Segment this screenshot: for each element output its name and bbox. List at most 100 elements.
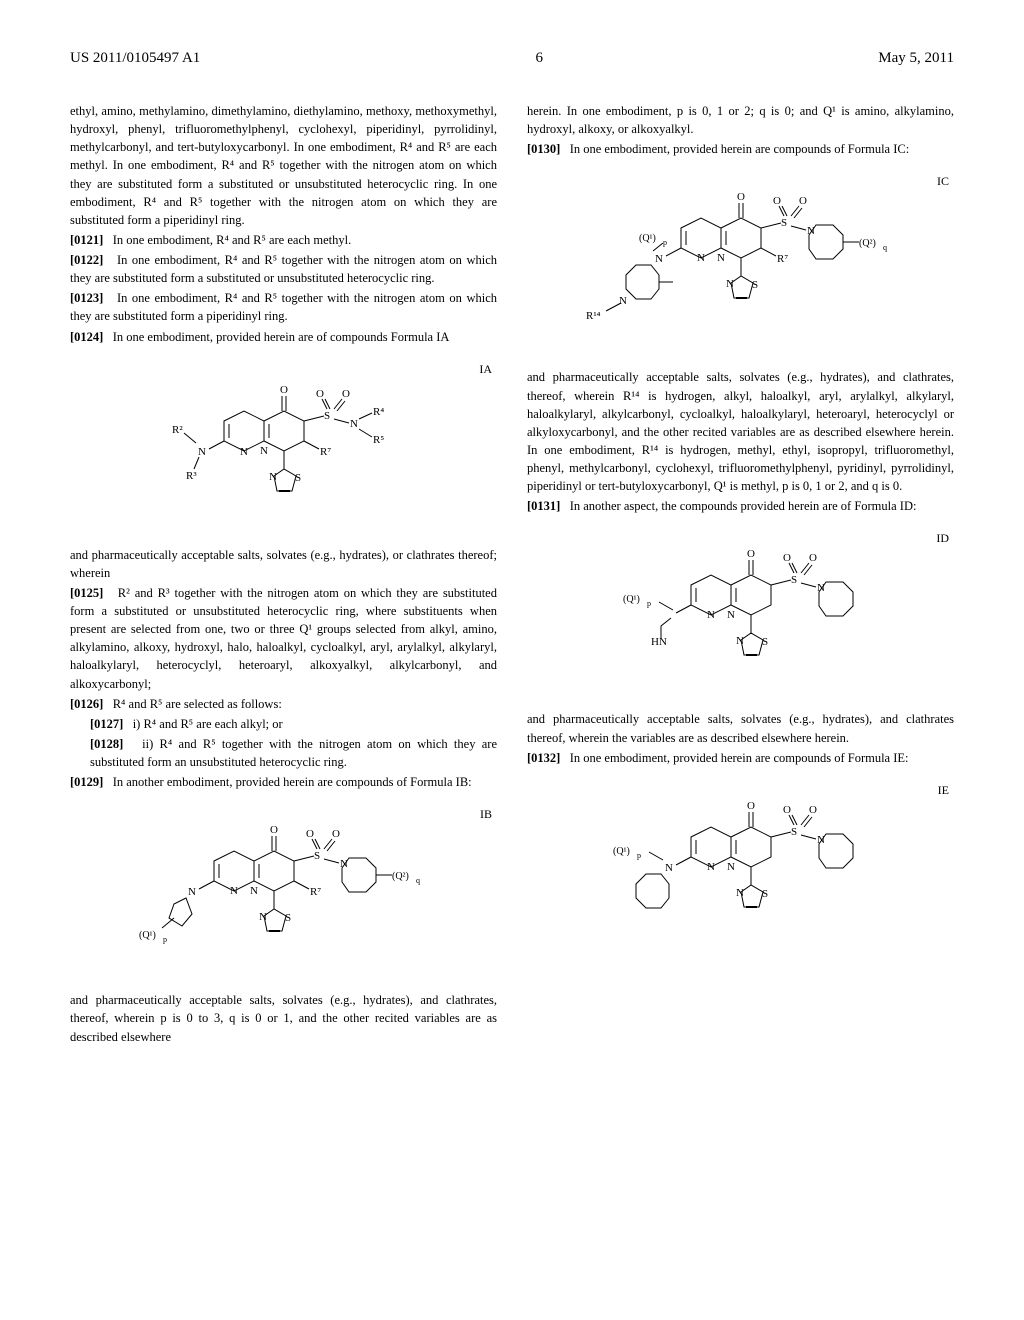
svg-text:O: O (773, 195, 781, 207)
para-0129: [0129] In another embodiment, provided h… (70, 773, 497, 791)
svg-text:N: N (707, 861, 715, 873)
svg-text:O: O (270, 824, 278, 836)
svg-text:S: S (752, 279, 758, 291)
svg-text:S: S (791, 826, 797, 838)
svg-text:N: N (259, 911, 267, 923)
svg-text:(Q²): (Q²) (859, 238, 876, 249)
para-num-0130: [0130] (527, 142, 560, 156)
svg-text:N: N (240, 446, 248, 458)
svg-text:N: N (198, 446, 206, 458)
para-0121: [0121] In one embodiment, R⁴ and R⁵ are … (70, 231, 497, 249)
para-num-0123: [0123] (70, 291, 103, 305)
para-0127: [0127] i) R⁴ and R⁵ are each alkyl; or (70, 715, 497, 733)
para-num-0125: [0125] (70, 586, 103, 600)
svg-text:(Q¹): (Q¹) (613, 846, 630, 857)
para-num-0126: [0126] (70, 697, 103, 711)
svg-text:N: N (727, 861, 735, 873)
svg-text:O: O (306, 828, 314, 840)
svg-text:N: N (736, 887, 744, 899)
para-num-0128: [0128] (90, 737, 123, 751)
svg-text:R⁷: R⁷ (310, 886, 321, 898)
post-ia-text: and pharmaceutically acceptable salts, s… (70, 548, 497, 580)
publication-date: May 5, 2011 (878, 50, 954, 67)
para-text-0130: In one embodiment, provided herein are c… (570, 142, 910, 156)
svg-text:q: q (883, 243, 887, 252)
svg-text:N: N (350, 418, 358, 430)
para-text-0126: R⁴ and R⁵ are selected as follows: (113, 697, 282, 711)
para-0131: [0131] In another aspect, the compounds … (527, 497, 954, 515)
svg-text:q: q (416, 876, 420, 885)
post-ic-text: and pharmaceutically acceptable salts, s… (527, 370, 954, 493)
formula-id-structure: ID O S O (527, 530, 954, 695)
formula-ia-structure: IA O S O (70, 361, 497, 531)
svg-text:S: S (295, 472, 301, 484)
patent-number: US 2011/0105497 A1 (70, 50, 200, 67)
svg-text:S: S (314, 850, 320, 862)
post-ia-para: and pharmaceutically acceptable salts, s… (70, 546, 497, 582)
two-column-content: ethyl, amino, methylamino, dimethylamino… (70, 102, 954, 1048)
formula-id-svg: O S O O N N N (601, 530, 881, 695)
para-text-0125: R² and R³ together with the nitrogen ato… (70, 586, 497, 691)
para-0122: [0122] In one embodiment, R⁴ and R⁵ toge… (70, 251, 497, 287)
svg-text:p: p (647, 599, 651, 608)
svg-text:O: O (332, 828, 340, 840)
svg-text:S: S (781, 217, 787, 229)
svg-text:N: N (697, 252, 705, 264)
para-num-0122: [0122] (70, 253, 103, 267)
svg-text:O: O (809, 552, 817, 564)
svg-text:O: O (809, 804, 817, 816)
svg-text:N: N (655, 253, 663, 265)
para-text-0124: In one embodiment, provided herein are o… (113, 330, 450, 344)
para-num-0131: [0131] (527, 499, 560, 513)
svg-text:(Q¹): (Q¹) (639, 233, 656, 244)
svg-text:N: N (807, 225, 815, 237)
svg-text:(Q¹): (Q¹) (623, 594, 640, 605)
svg-text:R¹⁴: R¹⁴ (586, 310, 601, 322)
formula-ib-structure: IB O S O (70, 806, 497, 976)
svg-text:O: O (747, 800, 755, 812)
svg-text:N: N (230, 885, 238, 897)
formula-ib-label: IB (480, 806, 492, 823)
formula-ie-label: IE (938, 782, 949, 799)
patent-page: US 2011/0105497 A1 6 May 5, 2011 ethyl, … (0, 0, 1024, 1320)
svg-text:O: O (783, 552, 791, 564)
page-number: 6 (200, 50, 878, 67)
svg-text:(Q¹): (Q¹) (139, 930, 156, 941)
svg-text:N: N (260, 445, 268, 457)
svg-text:N: N (736, 635, 744, 647)
right-column: herein. In one embodiment, p is 0, 1 or … (527, 102, 954, 1048)
formula-ia-svg: O S O O N R⁴ R⁵ (154, 361, 414, 531)
svg-text:O: O (737, 191, 745, 203)
para-0125: [0125] R² and R³ together with the nitro… (70, 584, 497, 693)
svg-text:N: N (707, 609, 715, 621)
formula-ie-structure: IE O S O (527, 782, 954, 947)
svg-text:R³: R³ (186, 470, 197, 482)
svg-text:N: N (726, 278, 734, 290)
svg-text:p: p (163, 935, 167, 944)
formula-id-label: ID (936, 530, 949, 547)
para-text-0131: In another aspect, the compounds provide… (570, 499, 917, 513)
para-text-0122: In one embodiment, R⁴ and R⁵ together wi… (70, 253, 497, 285)
para-num-0124: [0124] (70, 330, 103, 344)
formula-ib-svg: O S O O N (Q²) q (134, 806, 434, 976)
para-text-0121: In one embodiment, R⁴ and R⁵ are each me… (113, 233, 352, 247)
formula-ie-svg: O S O O N N N (601, 782, 881, 947)
para-0124: [0124] In one embodiment, provided herei… (70, 328, 497, 346)
svg-text:p: p (637, 851, 641, 860)
svg-text:N: N (717, 252, 725, 264)
post-ib-text: and pharmaceutically acceptable salts, s… (70, 993, 497, 1043)
svg-text:(Q²): (Q²) (392, 871, 409, 882)
intro-text: ethyl, amino, methylamino, dimethylamino… (70, 104, 497, 227)
svg-text:N: N (188, 886, 196, 898)
svg-text:S: S (285, 912, 291, 924)
col2-intro-para: herein. In one embodiment, p is 0, 1 or … (527, 102, 954, 138)
svg-text:S: S (762, 888, 768, 900)
svg-text:O: O (280, 384, 288, 396)
para-num-0127: [0127] (90, 717, 123, 731)
para-0132: [0132] In one embodiment, provided herei… (527, 749, 954, 767)
svg-text:O: O (342, 388, 350, 400)
formula-ic-structure: IC O S O (527, 173, 954, 353)
svg-text:N: N (817, 582, 825, 594)
para-num-0121: [0121] (70, 233, 103, 247)
svg-text:O: O (747, 548, 755, 560)
